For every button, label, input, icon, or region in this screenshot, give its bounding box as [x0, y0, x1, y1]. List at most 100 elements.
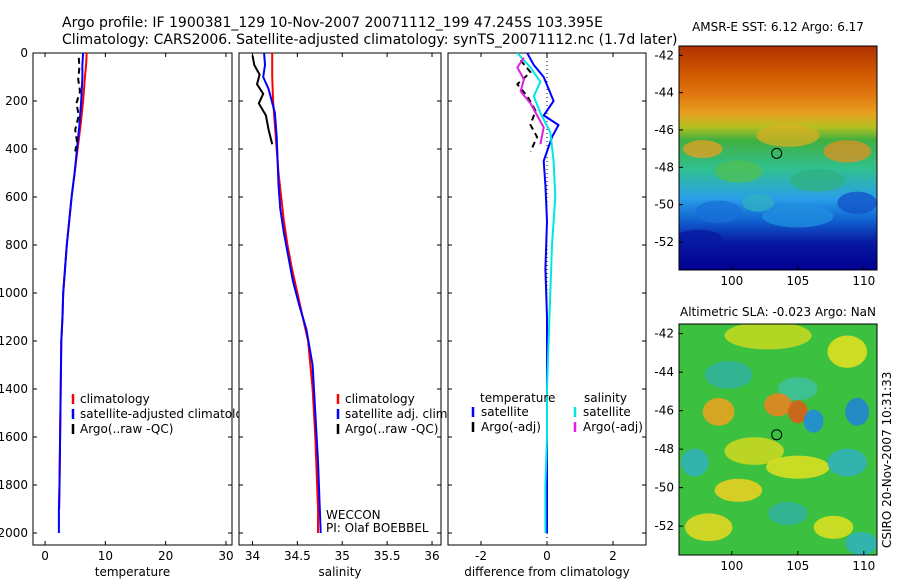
legend-entry: Argo(..raw -QC) [80, 422, 173, 436]
y-tick-label: 1800 [0, 478, 28, 492]
legend-entry: Argo(-adj) [481, 420, 541, 434]
legend-entry: climatology [80, 392, 150, 406]
x-axis-label: salinity [318, 565, 361, 579]
x-tick-label: 0 [41, 549, 49, 563]
sla-feature [724, 437, 784, 465]
y-tick-label: 600 [5, 190, 28, 204]
sla-feature [803, 409, 824, 433]
legend-entry: satellite [583, 405, 631, 419]
legend-entry: satellite [481, 405, 529, 419]
sla-feature [724, 324, 812, 350]
profile-panel-3: -2 0 2 difference from climatology temperatu… [447, 52, 647, 579]
y-tick-label: 1200 [0, 334, 28, 348]
map-field [679, 324, 877, 555]
legend-entry: satellite adj. clim. [345, 407, 451, 421]
x-tick-label: 2 [609, 549, 617, 563]
x-tick-label: 10 [98, 549, 113, 563]
series-line-3 [251, 55, 274, 145]
y-tick-label: 200 [5, 94, 28, 108]
y-tick-label: 1400 [0, 382, 28, 396]
y-tick-label: 1600 [0, 430, 28, 444]
x-tick-label: 20 [158, 549, 173, 563]
y-tick-label: -52 [654, 519, 674, 533]
series-line-3 [516, 52, 557, 533]
sla-feature [768, 501, 808, 525]
x-tick-label: 110 [852, 274, 875, 288]
legend-heading: temperature [480, 391, 555, 405]
header-line-2: Climatology: CARS2006. Satellite-adjuste… [62, 32, 677, 48]
sla-feature [813, 515, 854, 539]
x-axis-label: difference from climatology [464, 565, 630, 579]
sst-feature [682, 140, 723, 158]
sla-feature [764, 393, 792, 417]
y-tick-label: -42 [654, 48, 674, 62]
x-tick-label: 30 [218, 549, 233, 563]
y-tick-label: -44 [654, 365, 674, 379]
x-tick-label: 34.5 [284, 549, 311, 563]
x-tick-label: 0 [543, 549, 551, 563]
y-tick-label: -48 [654, 160, 674, 174]
side-stamp: CSIRO 20-Nov-2007 10:31:33 [880, 372, 894, 548]
panel-frame [32, 52, 233, 546]
y-tick-label: 2000 [0, 526, 28, 540]
x-tick-label: 105 [786, 274, 809, 288]
series-line-3 [74, 57, 81, 152]
sla-feature [827, 448, 868, 477]
x-tick-label: -2 [475, 549, 487, 563]
map-title: AMSR-E SST: 6.12 Argo: 6.17 [692, 20, 864, 34]
sla-feature [680, 448, 709, 477]
y-tick-label: -42 [654, 327, 674, 341]
sst-feature [789, 169, 846, 192]
y-tick-label: 0 [20, 46, 28, 60]
x-tick-label: 110 [852, 559, 875, 573]
argo-location-marker [771, 147, 783, 159]
sst-feature [823, 140, 872, 163]
y-tick-label: -44 [654, 86, 674, 100]
panel-frame [238, 52, 442, 546]
x-tick-label: 105 [786, 559, 809, 573]
y-tick-label: 1000 [0, 286, 28, 300]
y-tick-label: -50 [654, 481, 674, 495]
y-tick-label: -52 [654, 235, 674, 249]
y-tick-label: -48 [654, 442, 674, 456]
series-line-4 [516, 57, 545, 145]
legend-entry: climatology [345, 392, 415, 406]
sla-feature [845, 531, 877, 555]
profile-panel-1: 0 10 20 30 0 200 400 600 800 1000 1200 1400 1600 1800… [0, 46, 258, 579]
x-tick-label: 36 [424, 549, 439, 563]
y-tick-label: -46 [654, 123, 674, 137]
map-frame [678, 323, 878, 556]
sst-feature [679, 229, 723, 248]
sla-feature [787, 400, 808, 424]
y-tick-label: -46 [654, 404, 674, 418]
plots-group: 0 10 20 30020040060080010001200140016001800… [0, 20, 878, 579]
sst-feature [694, 200, 743, 223]
series-line-2 [262, 52, 322, 534]
sla-feature [778, 377, 818, 401]
x-tick-label: 34 [245, 549, 260, 563]
x-tick-label: 100 [720, 559, 743, 573]
sst-feature [762, 205, 834, 228]
sla-feature [704, 360, 753, 389]
series-line-2 [516, 59, 539, 152]
annotation-project: WECCON [326, 508, 381, 522]
map-frame [678, 45, 878, 271]
legend-entry: Argo(-adj) [583, 420, 643, 434]
y-tick-label: 400 [5, 142, 28, 156]
x-tick-label: 100 [720, 274, 743, 288]
x-tick-label: 35 [335, 549, 350, 563]
annotation-pi: PI: Olaf BOEBBEL [326, 521, 429, 535]
argo-location-marker [771, 429, 783, 441]
y-tick-label: 800 [5, 238, 28, 252]
sla-feature [827, 335, 868, 368]
x-axis-label: temperature [95, 565, 170, 579]
series-line-2 [57, 52, 85, 533]
profile-panel-2: 34 34.5 35 35.5 36 salinity climatologysatelli… [238, 52, 451, 579]
sla-map-panel: Altimetric SLA: -0.023 Argo: NaN 100 105 11… [654, 305, 878, 573]
sla-feature [714, 478, 763, 502]
sst-feature [756, 124, 820, 147]
header-line-1: Argo profile: IF 1900381_129 10-Nov-2007… [62, 15, 603, 31]
sla-feature [702, 397, 735, 426]
sla-feature [845, 397, 870, 426]
legend-heading: salinity [584, 391, 627, 405]
